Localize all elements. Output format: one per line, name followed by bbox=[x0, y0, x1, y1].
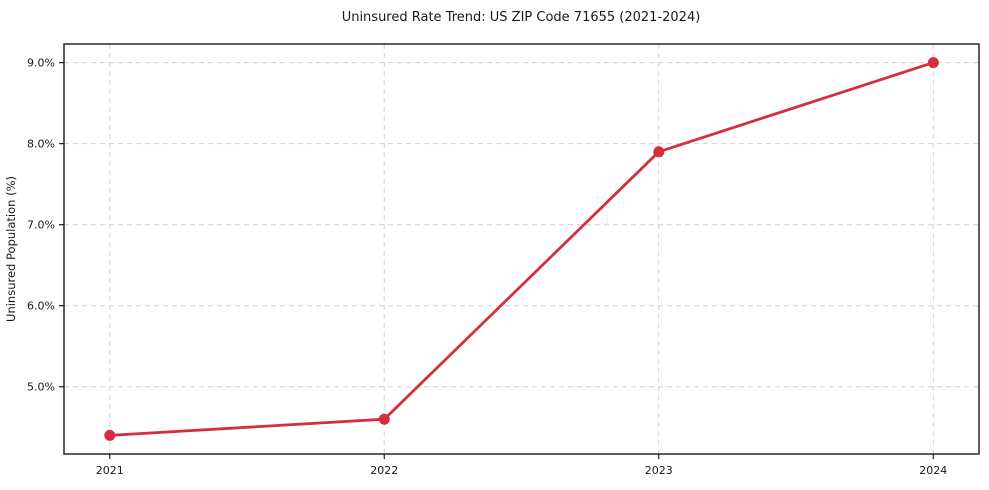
y-tick-label: 8.0% bbox=[27, 138, 55, 151]
series-layer bbox=[104, 57, 939, 441]
tick-layer: 5.0% 6.0% 7.0% 8.0% 9.0% 2021 2022 2023 2024 bbox=[27, 57, 947, 477]
y-tick-label: 7.0% bbox=[27, 219, 55, 232]
chart-title: Uninsured Rate Trend: US ZIP Code 71655 … bbox=[342, 10, 701, 25]
y-tick-label: 6.0% bbox=[27, 300, 55, 313]
x-tick-label: 2023 bbox=[645, 464, 673, 477]
y-tick-label: 9.0% bbox=[27, 57, 55, 70]
x-tick-label: 2024 bbox=[919, 464, 947, 477]
plot-border bbox=[63, 43, 980, 455]
x-tick-label: 2022 bbox=[370, 464, 398, 477]
data-point bbox=[378, 413, 390, 425]
data-point bbox=[927, 57, 939, 69]
data-point bbox=[653, 146, 665, 158]
y-tick-label: 5.0% bbox=[27, 381, 55, 394]
trend-line bbox=[108, 61, 935, 437]
x-tick-label: 2021 bbox=[96, 464, 124, 477]
grid-layer bbox=[64, 44, 979, 454]
data-point bbox=[104, 429, 116, 441]
y-axis-label: Uninsured Population (%) bbox=[4, 176, 18, 322]
